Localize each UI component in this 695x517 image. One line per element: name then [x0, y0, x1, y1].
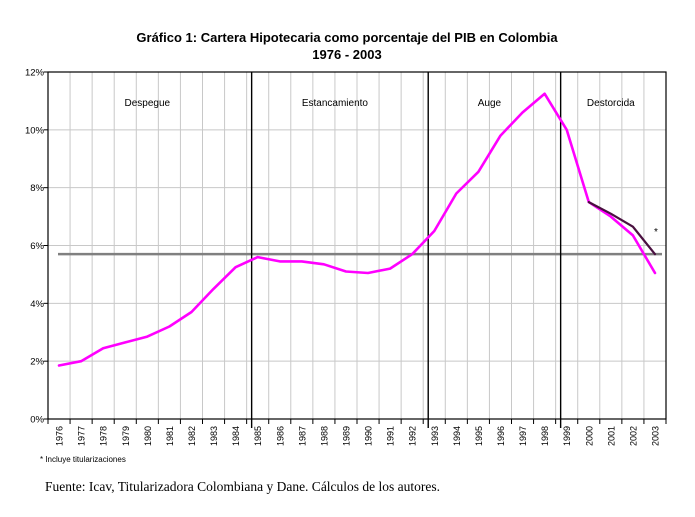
x-tick-label: 1982	[187, 426, 197, 446]
y-tick-label: 2%	[30, 357, 44, 368]
x-tick-label: 2003	[650, 426, 660, 446]
x-tick-label: 1989	[341, 426, 351, 446]
x-tick-label: 1979	[121, 426, 131, 446]
y-tick-label: 6%	[30, 241, 44, 252]
x-tick-label: 1986	[275, 426, 285, 446]
x-tick-label: 1983	[209, 426, 219, 446]
x-tick-label: 1985	[253, 426, 263, 446]
x-tick-label: 1988	[319, 426, 329, 446]
x-tick-label: 2002	[628, 426, 638, 446]
y-tick-label: 8%	[30, 183, 44, 194]
x-tick-label: 1981	[165, 426, 175, 446]
x-tick-label: 1995	[474, 426, 484, 446]
asterisk-annotation: *	[654, 227, 658, 238]
phase-label: Destorcida	[587, 98, 635, 109]
x-tick-label: 2000	[584, 426, 594, 446]
x-tick-label: 1992	[408, 426, 418, 446]
x-tick-label: 1984	[231, 426, 241, 446]
y-tick-label: 4%	[30, 299, 44, 310]
x-tick-label: 1996	[496, 426, 506, 446]
phase-label: Auge	[478, 98, 502, 109]
x-tick-label: 1997	[518, 426, 528, 446]
x-tick-label: 2001	[606, 426, 616, 446]
x-tick-label: 1978	[99, 426, 109, 446]
phase-label: Estancamiento	[302, 98, 369, 109]
x-tick-label: 1980	[143, 426, 153, 446]
chart-title: Gráfico 1: Cartera Hipotecaria como porc…	[136, 30, 558, 45]
phase-label: Despegue	[125, 98, 171, 109]
x-tick-label: 1990	[364, 426, 374, 446]
x-tick-label: 1999	[562, 426, 572, 446]
x-tick-label: 1987	[297, 426, 307, 446]
plot-area: 0% 2% 4% 6% 8% 10% 12% 1976 1977 1978 1979 1980 1981…	[25, 68, 667, 446]
series-line-incluye-titularizaciones	[587, 201, 657, 256]
x-tick-label: 1976	[55, 426, 65, 446]
source-line: Fuente: Icav, Titularizadora Colombiana …	[45, 479, 440, 494]
y-tick-label: 10%	[25, 125, 45, 136]
footnote: * Incluye titularizaciones	[40, 455, 126, 464]
y-tick-label: 0%	[30, 415, 44, 426]
x-tick-label: 1991	[386, 426, 396, 446]
x-tick-label: 1977	[77, 426, 87, 446]
y-tick-label: 12%	[25, 68, 45, 79]
x-tick-label: 1998	[540, 426, 550, 446]
x-tick-label: 1993	[430, 426, 440, 446]
x-tick-label: 1994	[452, 426, 462, 446]
series-line-cartera-hipotecaria	[57, 92, 657, 367]
chart-subtitle: 1976 - 2003	[312, 47, 381, 62]
